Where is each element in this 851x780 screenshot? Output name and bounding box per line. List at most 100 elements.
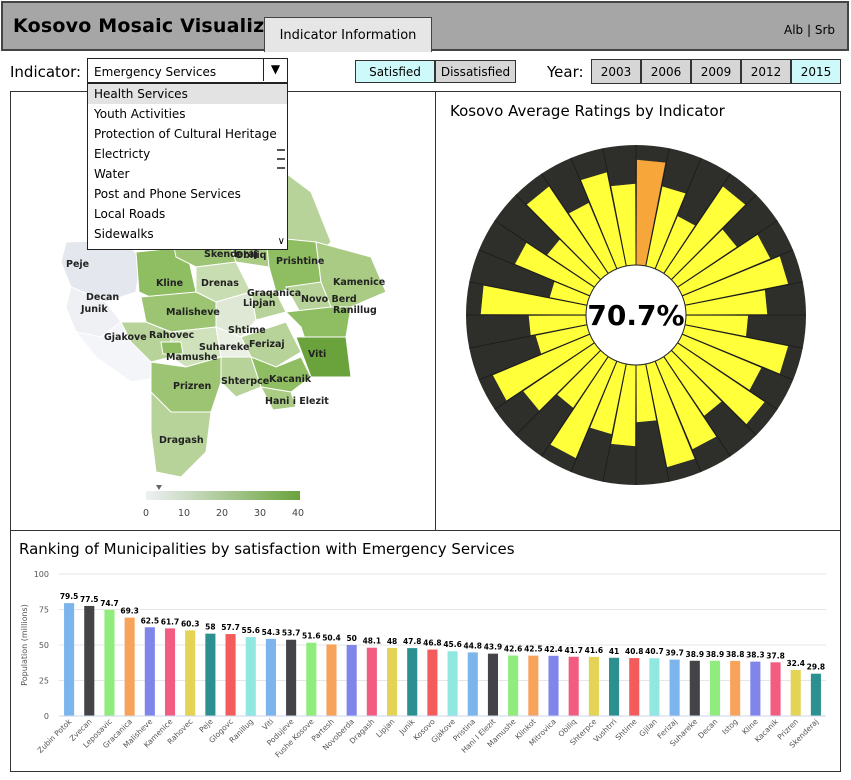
bar[interactable]	[609, 657, 620, 716]
bar[interactable]	[185, 630, 196, 716]
radial-spoke	[645, 363, 670, 482]
bar-value-label: 53.7	[282, 629, 301, 638]
bar[interactable]	[407, 648, 418, 716]
x-tick-label: Viti	[260, 717, 275, 732]
map-label: Malisheve	[166, 307, 220, 318]
indicator-option[interactable]: Local Roads	[94, 207, 166, 221]
bar-value-label: 54.3	[262, 628, 281, 637]
map-label: Kamenice	[333, 277, 385, 288]
bar[interactable]	[709, 660, 721, 716]
y-tick-label: 50	[39, 641, 49, 650]
bar[interactable]	[265, 638, 276, 716]
ranking-bar-chart[interactable]: Population (millions)025507510079.5Zubin…	[11, 531, 842, 773]
radial-spoke	[671, 194, 757, 280]
bar[interactable]	[104, 609, 115, 716]
map-region-ferizaj[interactable]	[240, 321, 302, 368]
bar[interactable]	[427, 649, 438, 716]
year-button-2015[interactable]: 2015	[791, 59, 841, 84]
map-label: Kline	[156, 278, 183, 289]
year-button-2006[interactable]: 2006	[641, 59, 691, 84]
year-button-2003[interactable]: 2003	[591, 59, 641, 84]
bar-value-label: 51.6	[302, 632, 321, 641]
bar[interactable]	[649, 658, 660, 716]
indicator-option[interactable]: Post and Phone Services	[94, 187, 241, 201]
indicator-option[interactable]: Protection of Cultural Heritage	[94, 127, 277, 141]
bar[interactable]	[770, 662, 781, 716]
language-switcher[interactable]: Alb | Srb	[784, 23, 835, 37]
bar[interactable]	[84, 605, 95, 716]
satisfied-toggle[interactable]: Satisfied	[355, 60, 435, 83]
radial-spoke	[684, 281, 803, 306]
radial-spoke	[645, 148, 670, 267]
scrollbar-grip-icon[interactable]	[277, 149, 285, 169]
dropdown-arrow-icon[interactable]: ▼	[263, 59, 287, 81]
bar[interactable]	[568, 656, 579, 716]
bar[interactable]	[750, 661, 761, 716]
map-legend: 0 10 20 30 40	[143, 485, 304, 519]
radial-chart-title: Kosovo Average Ratings by Indicator	[450, 102, 725, 120]
bar[interactable]	[286, 639, 297, 716]
radial-center-circle	[585, 264, 687, 366]
indicator-option[interactable]: Youth Activities	[94, 107, 186, 121]
bar[interactable]	[64, 603, 75, 716]
bar[interactable]	[144, 627, 155, 716]
map-label: Skenderaj	[204, 249, 258, 260]
radial-center-value: 70.7%	[587, 299, 684, 332]
bar[interactable]	[669, 659, 680, 716]
bar[interactable]	[629, 658, 640, 716]
bar-value-label: 37.8	[766, 651, 785, 660]
chevron-down-icon[interactable]: ∨	[277, 236, 285, 247]
bar[interactable]	[487, 653, 499, 716]
indicator-option[interactable]: Health Services	[88, 84, 287, 104]
bar[interactable]	[447, 651, 458, 716]
map-region-mamushe[interactable]	[160, 341, 184, 355]
bar[interactable]	[306, 642, 317, 716]
bar[interactable]	[508, 655, 519, 716]
bar[interactable]	[810, 673, 821, 716]
year-label: Year:	[547, 63, 584, 81]
bar[interactable]	[528, 655, 539, 716]
bar-value-label: 40.7	[645, 647, 664, 656]
map-region-viti[interactable]	[295, 336, 352, 378]
map-region-dragash[interactable]	[150, 390, 212, 478]
bar[interactable]	[124, 617, 135, 716]
bar[interactable]	[164, 628, 176, 716]
map-region-hani-i-elezit[interactable]	[260, 386, 297, 411]
bar[interactable]	[205, 633, 216, 716]
dissatisfied-toggle[interactable]: Dissatisfied	[435, 60, 516, 83]
map-label: Viti	[308, 349, 326, 360]
bar[interactable]	[730, 660, 741, 716]
bar[interactable]	[790, 669, 801, 716]
map-label: Lipjan	[243, 298, 276, 309]
bar[interactable]	[386, 647, 398, 716]
bar[interactable]	[366, 647, 377, 716]
indicator-information-tab[interactable]: Indicator Information	[264, 17, 432, 52]
radial-spoke	[494, 220, 595, 288]
bar[interactable]	[245, 637, 256, 716]
map-label: Mamushe	[166, 352, 217, 363]
indicator-select[interactable]: Emergency Services ▼	[87, 58, 288, 83]
radial-spoke	[654, 361, 702, 473]
bar-value-label: 41.7	[564, 646, 583, 655]
bar[interactable]	[689, 660, 700, 716]
indicator-option[interactable]: Electricty	[94, 147, 151, 161]
year-button-2012[interactable]: 2012	[741, 59, 791, 84]
radial-chart[interactable]: 70.7%	[436, 92, 842, 532]
bar-value-label: 43.9	[484, 643, 503, 652]
y-tick-label: 25	[39, 677, 49, 686]
legend-color-bar	[146, 491, 300, 500]
indicator-dropdown-list[interactable]: Health Services Youth Activities Protectio…	[87, 83, 288, 250]
bar[interactable]	[326, 644, 337, 716]
bar[interactable]	[346, 645, 357, 716]
bar[interactable]	[588, 656, 599, 716]
bar-value-label: 48	[387, 637, 397, 646]
indicator-option[interactable]: Water	[94, 167, 130, 181]
bar[interactable]	[225, 634, 236, 716]
map-label: Gjakove	[104, 332, 147, 343]
indicator-option[interactable]: Sidewalks	[94, 227, 154, 241]
bar[interactable]	[548, 655, 559, 716]
radial-spoke	[570, 157, 618, 269]
bar[interactable]	[467, 652, 478, 716]
year-button-2009[interactable]: 2009	[691, 59, 741, 84]
bar-value-label: 45.6	[443, 640, 462, 649]
